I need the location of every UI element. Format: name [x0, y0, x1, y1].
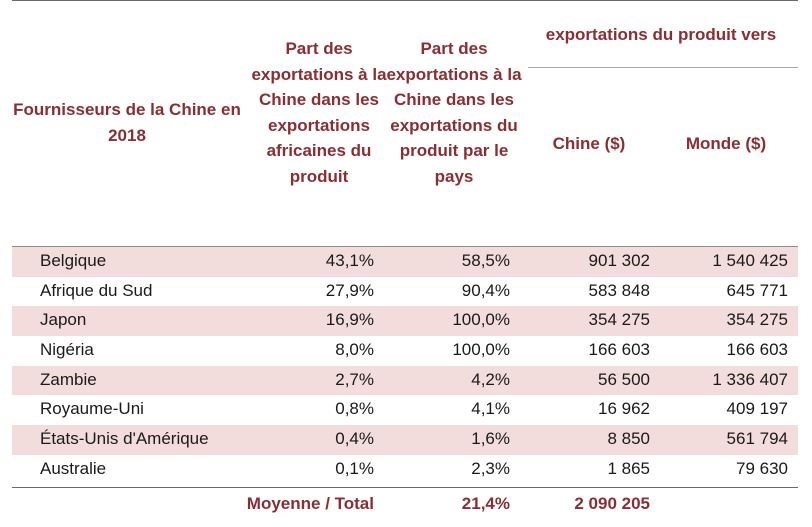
- row-exports-monde: 645 771: [726, 280, 788, 300]
- row-country: Royaume-Uni: [40, 399, 144, 419]
- row-exports-china: 16 962: [598, 399, 650, 419]
- row-country: Belgique: [40, 251, 107, 270]
- row-exports-china: 583 848: [588, 280, 650, 300]
- table-row: Nigéria 8,0% 100,0% 166 603 166 603: [12, 336, 798, 366]
- header-monde: Monde ($): [685, 134, 767, 153]
- row-exports-monde: 166 603: [726, 340, 788, 360]
- row-country: Japon: [40, 310, 87, 330]
- row-country: Afrique du Sud: [40, 280, 153, 300]
- table-top-rule: [12, 0, 798, 1]
- row-share-african: 0,8%: [335, 399, 374, 419]
- table-body: Belgique 43,1% 58,5% 901 302 1 540 425 A…: [12, 247, 798, 485]
- row-share-country: 58,5%: [461, 251, 510, 270]
- row-country: Nigéria: [40, 340, 94, 360]
- row-share-country: 2,3%: [471, 458, 510, 478]
- header-group-rule: [528, 67, 798, 68]
- row-exports-monde: 561 794: [726, 429, 788, 449]
- row-share-country: 100,0%: [452, 340, 510, 360]
- header-china: Chine ($): [552, 134, 626, 153]
- table-row: Royaume-Uni 0,8% 4,1% 16 962 409 197: [12, 395, 798, 425]
- table-row: Afrique du Sud 27,9% 90,4% 583 848 645 7…: [12, 277, 798, 307]
- row-share-african: 2,7%: [335, 369, 374, 389]
- supplier-export-table: Fournisseurs de la Chine en 2018 Part de…: [12, 0, 798, 527]
- row-exports-china: 1 865: [607, 458, 650, 478]
- row-share-country: 4,2%: [471, 369, 510, 389]
- row-share-african: 8,0%: [335, 340, 374, 360]
- total-rule: [12, 487, 798, 488]
- table-row: Zambie 2,7% 4,2% 56 500 1 336 407: [12, 365, 798, 396]
- row-exports-china: 354 275: [588, 310, 650, 330]
- row-share-country: 1,6%: [471, 429, 510, 449]
- total-row: Moyenne / Total 21,4% 2 090 205: [12, 490, 798, 520]
- row-share-country: 90,4%: [461, 280, 510, 300]
- row-exports-china: 56 500: [598, 369, 650, 389]
- row-share-african: 43,1%: [325, 251, 374, 270]
- row-country: États-Unis d'Amérique: [40, 429, 209, 449]
- row-exports-china: 166 603: [588, 340, 650, 360]
- table-row: Australie 0,1% 2,3% 1 865 79 630: [12, 455, 798, 485]
- total-exports-china: 2 090 205: [574, 494, 650, 513]
- row-exports-monde: 1 336 407: [712, 369, 788, 389]
- total-label: Moyenne / Total: [246, 494, 374, 513]
- row-exports-monde: 354 275: [726, 310, 788, 330]
- row-share-african: 16,9%: [325, 310, 374, 330]
- total-share-country: 21,4%: [461, 494, 510, 513]
- row-share-african: 0,1%: [335, 458, 374, 478]
- row-exports-monde: 1 540 425: [712, 251, 788, 270]
- row-exports-monde: 79 630: [736, 458, 788, 478]
- row-country: Zambie: [40, 369, 97, 389]
- header-share-african: Part des exportations à la Chine dans le…: [251, 39, 387, 186]
- row-share-african: 0,4%: [335, 429, 374, 449]
- row-share-african: 27,9%: [325, 280, 374, 300]
- row-share-country: 4,1%: [471, 399, 510, 419]
- header-bottom-rule: [12, 246, 798, 247]
- row-share-country: 100,0%: [452, 310, 510, 330]
- row-exports-china: 901 302: [588, 251, 650, 270]
- row-country: Australie: [40, 458, 107, 478]
- row-exports-china: 8 850: [607, 429, 650, 449]
- header-group-exports: exportations du produit vers: [545, 25, 777, 44]
- table-row: Japon 16,9% 100,0% 354 275 354 275: [12, 306, 798, 337]
- table-row: Belgique 43,1% 58,5% 901 302 1 540 425: [12, 247, 798, 277]
- header-supplier: Fournisseurs de la Chine en 2018: [13, 100, 241, 145]
- table-row: États-Unis d'Amérique 0,4% 1,6% 8 850 56…: [12, 425, 798, 455]
- header-share-country: Part des exportations à la Chine dans le…: [386, 39, 522, 186]
- row-exports-monde: 409 197: [726, 399, 788, 419]
